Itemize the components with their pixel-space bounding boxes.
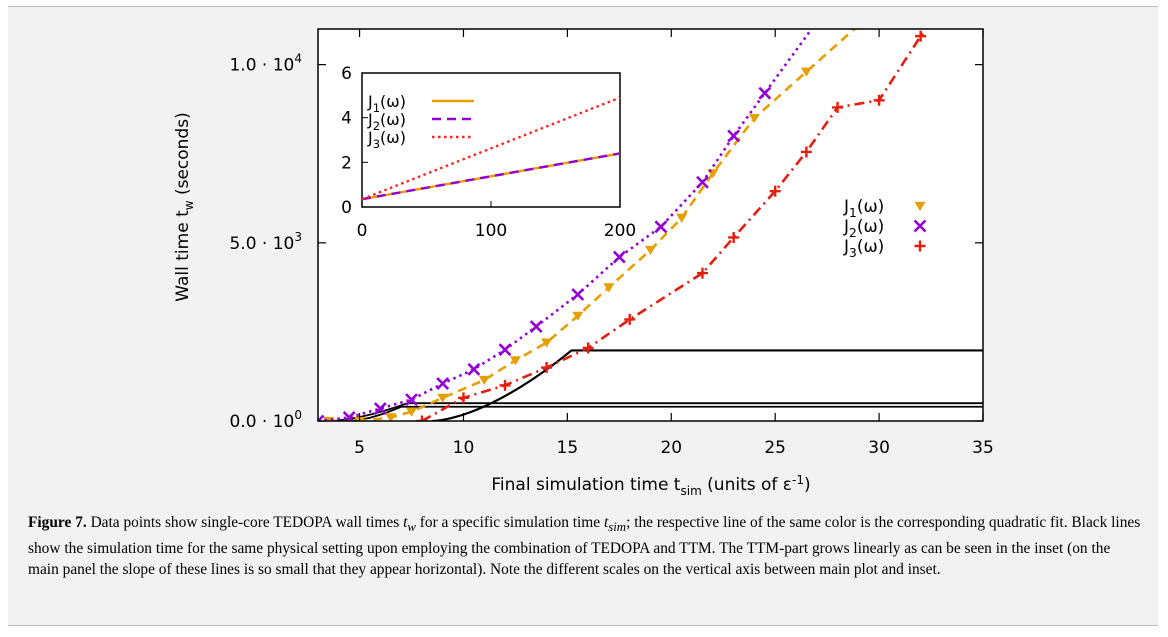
x-tick-label-7: 35	[972, 438, 994, 458]
inset-line-3	[361, 96, 621, 201]
data-point-3-4	[541, 362, 553, 374]
data-point-3-8	[728, 231, 740, 243]
data-point-1-7	[509, 356, 521, 366]
x-tick-label-1: 5	[354, 438, 365, 458]
data-point-1-9	[572, 311, 584, 321]
data-point-1-5	[437, 393, 449, 403]
data-point-2-2	[342, 411, 356, 421]
data-point-3-2	[457, 392, 469, 404]
inset-plot: 0 100 200 0 2 4 6 J1(ω)J2(ω)J3(ω)	[341, 64, 636, 241]
legend-marker-2	[913, 219, 927, 233]
data-point-1-12	[676, 213, 688, 223]
inset-x-tick-label-3: 200	[604, 221, 636, 241]
legend-marker-3	[914, 240, 926, 252]
data-point-1-14	[748, 113, 760, 124]
inset-y-tick-label-2: 2	[341, 153, 352, 173]
inset-x-tick-label-2: 100	[475, 221, 507, 241]
inset-x-tick-label-1: 0	[357, 221, 368, 241]
data-point-2-9	[571, 288, 585, 301]
series-2	[318, 29, 814, 421]
data-point-2-5	[436, 377, 450, 391]
data-point-2-13	[727, 129, 741, 143]
data-point-1-6	[478, 375, 490, 385]
data-point-2-6	[467, 362, 481, 376]
series-1	[322, 29, 857, 421]
main-legend: J1(ω)J2(ω)J3(ω)	[843, 197, 927, 260]
data-point-3-12	[873, 94, 885, 106]
x-tick-label-5: 25	[764, 438, 786, 458]
inset-y-tick-label-3: 4	[341, 109, 352, 129]
x-tick-label-6: 30	[868, 438, 890, 458]
data-point-1-15	[800, 67, 812, 77]
x-axis-label: Final simulation time tsim (units of ε-1…	[491, 473, 810, 498]
caption-label: Figure 7.	[28, 514, 87, 531]
data-point-3-10	[800, 146, 812, 158]
data-point-3-3	[499, 379, 511, 391]
inset-legend-label-3: J3(ω)	[367, 128, 406, 151]
data-point-1-8	[541, 338, 553, 348]
caption-tsim: tsim	[603, 514, 627, 535]
x-tick-label-4: 20	[660, 438, 682, 458]
series-3	[416, 29, 927, 421]
y-axis-label: Wall time tw (seconds)	[173, 112, 196, 301]
data-point-2-4	[405, 393, 418, 407]
data-point-1-10	[603, 283, 615, 293]
inset-legend-label-2: J2(ω)	[367, 110, 406, 133]
caption-tw: tw	[403, 514, 416, 535]
data-point-2-11	[654, 220, 668, 234]
data-point-3-9	[769, 185, 781, 197]
data-point-2-10	[612, 250, 626, 264]
legend-marker-1	[914, 201, 926, 211]
data-point-2-1	[318, 414, 325, 421]
y-tick-label-1: 0.0 · 100	[229, 408, 302, 432]
data-point-2-3	[373, 402, 387, 415]
inset-y-tick-label-1: 0	[341, 198, 352, 218]
legend-label-3: J3(ω)	[843, 237, 884, 260]
x-tick-label-3: 15	[557, 438, 579, 458]
figure-caption: Figure 7. Data points show single-core T…	[28, 512, 1143, 580]
legend-label-1: J1(ω)	[843, 197, 884, 220]
data-point-3-11	[832, 101, 844, 113]
data-point-2-8	[529, 320, 543, 333]
y-tick-label-2: 5.0 · 103	[229, 230, 302, 254]
fit-line-1	[328, 29, 857, 421]
ttm-line-2	[328, 402, 983, 421]
legend-label-2: J2(ω)	[843, 217, 884, 240]
data-point-3-13	[915, 30, 927, 42]
y-tick-label-3: 1.0 · 104	[229, 52, 302, 76]
data-point-3-5	[582, 342, 594, 354]
caption-text-1: Data points show single-core TEDOPA wall…	[86, 514, 404, 531]
inset-frame	[361, 72, 621, 208]
inset-legend-label-1: J1(ω)	[367, 92, 406, 115]
data-point-2-7	[498, 343, 512, 357]
inset-y-tick-label-4: 6	[341, 64, 352, 84]
caption-text-3: ; the respective line of the same color …	[28, 514, 1141, 579]
data-point-2-12	[696, 175, 709, 189]
data-point-2-14	[758, 86, 772, 100]
caption-text-2: for a specific simulation time	[415, 514, 604, 531]
data-point-1-3	[385, 413, 397, 421]
inset-line-2	[361, 152, 621, 201]
data-point-1-11	[645, 245, 656, 255]
data-point-3-7	[696, 267, 708, 279]
ttm-line-3	[432, 349, 983, 421]
figure-panel: 5 10 15 20 25 30 35 0.0 · 100 5.0 · 103 1.0 · 104…	[8, 6, 1158, 626]
x-tick-label-2: 10	[453, 438, 475, 458]
data-point-3-6	[624, 313, 636, 325]
data-point-1-4	[406, 407, 418, 417]
plot-frame	[317, 28, 984, 422]
data-point-3-1	[416, 415, 428, 421]
